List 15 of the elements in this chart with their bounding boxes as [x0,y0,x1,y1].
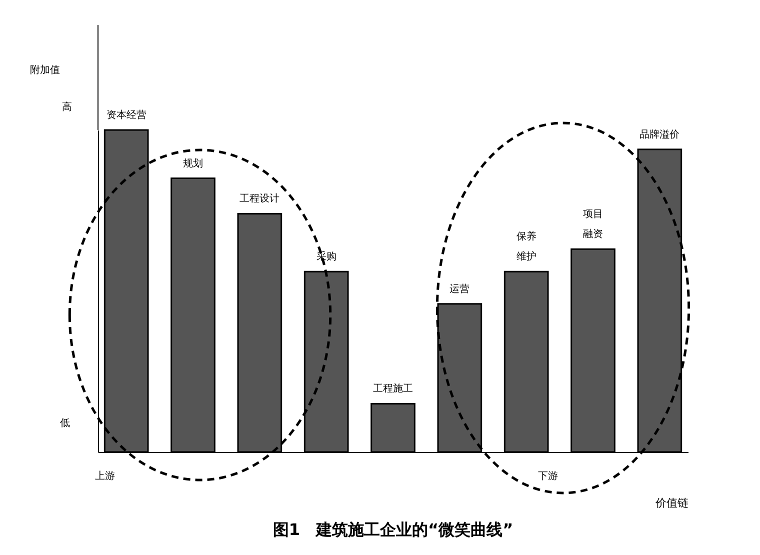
text: 高 [62,101,72,113]
x-tick-label: 项目融资 [583,209,603,240]
x-tick-label: 品牌溢价 [640,128,680,140]
x-tick-label: 工程施工 [373,382,413,395]
x-tick-label: 规划 [183,157,203,170]
text: 上游 [95,470,115,482]
x-axis-title: 价值链 [654,496,688,510]
x-tick-label: 资本经营 [106,109,146,121]
x-tick-label: 工程设计 [240,192,280,205]
text: 下游 [538,470,558,482]
text: 附加值 [30,64,60,76]
x-tick-label: 运营 [450,282,470,295]
text: 低 [60,418,70,429]
text: 图1 建筑施工企业的“微笑曲线” [272,520,514,539]
x-tick-label: 保养维护 [516,230,536,263]
